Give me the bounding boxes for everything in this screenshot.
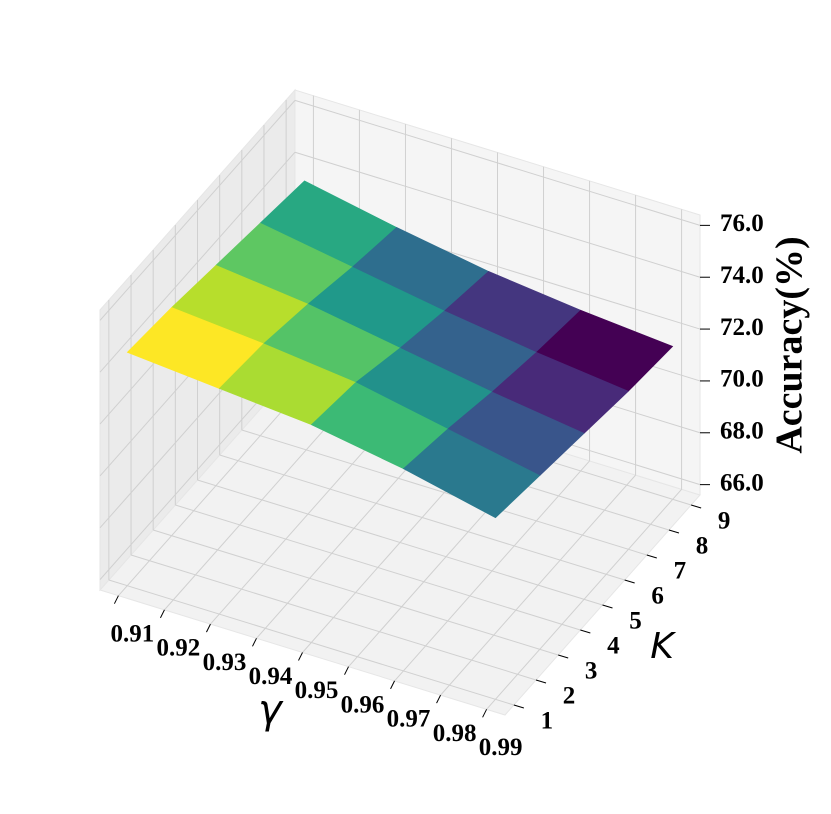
z-tick-label: 68.0 (720, 418, 764, 445)
y-tick-label: 3 (585, 658, 598, 685)
grid-line (241, 429, 647, 556)
y-tick-label: 4 (607, 633, 620, 660)
grid-line (197, 479, 603, 606)
z-tick-label: 76.0 (720, 210, 764, 237)
y-axis-label: K (650, 626, 676, 667)
y-tick (580, 629, 591, 634)
x-tick (298, 652, 303, 661)
y-tick-label: 8 (696, 533, 709, 560)
x-axis-label: γ (258, 687, 284, 733)
grid-line (130, 554, 537, 681)
grid-line (99, 151, 296, 373)
grid-line (99, 100, 296, 321)
y-tick (558, 654, 569, 659)
y-tick-label: 6 (651, 583, 664, 610)
y-tick-label: 1 (541, 708, 554, 735)
y-tick (513, 704, 525, 709)
x-tick (482, 709, 488, 718)
y-tick-label: 9 (718, 508, 731, 535)
x-tick-label: 0.93 (203, 649, 247, 676)
x-tick-label: 0.94 (249, 663, 293, 690)
grid-line (108, 579, 515, 706)
grid-line (294, 151, 701, 278)
grid-line (219, 454, 625, 581)
z-tick-label: 72.0 (720, 314, 764, 341)
x-tick-label: 0.95 (295, 677, 339, 704)
x-tick (206, 623, 211, 633)
x-tick-label: 0.92 (157, 635, 201, 662)
z-tick-label: 66.0 (720, 469, 764, 496)
x-tick-label: 0.97 (387, 706, 431, 733)
x-tick (436, 694, 442, 704)
x-tick-label: 0.98 (433, 720, 477, 747)
grid-line (294, 99, 701, 226)
x-tick-label: 0.99 (479, 734, 523, 761)
y-tick (535, 679, 547, 684)
x-tick (113, 595, 119, 604)
x-tick (252, 638, 257, 647)
y-tick (690, 504, 702, 509)
y-tick-label: 7 (674, 558, 687, 585)
x-tick (159, 609, 165, 619)
grid-line (153, 529, 559, 656)
x-tick-label: 0.96 (341, 691, 385, 718)
x-tick (390, 680, 395, 690)
surface-patch (402, 428, 541, 519)
y-tick-label: 5 (629, 608, 642, 635)
z-axis-label: Accuracy(%) (769, 236, 811, 453)
y-tick-label: 2 (563, 683, 576, 710)
y-tick (624, 579, 635, 584)
x-tick (344, 666, 349, 675)
grid-line (175, 504, 581, 631)
y-tick (602, 604, 613, 609)
y-tick (668, 529, 680, 534)
z-tick-label: 70.0 (720, 366, 764, 393)
y-tick (646, 554, 657, 559)
z-tick-label: 74.0 (720, 262, 764, 289)
x-tick-label: 0.91 (111, 620, 155, 647)
